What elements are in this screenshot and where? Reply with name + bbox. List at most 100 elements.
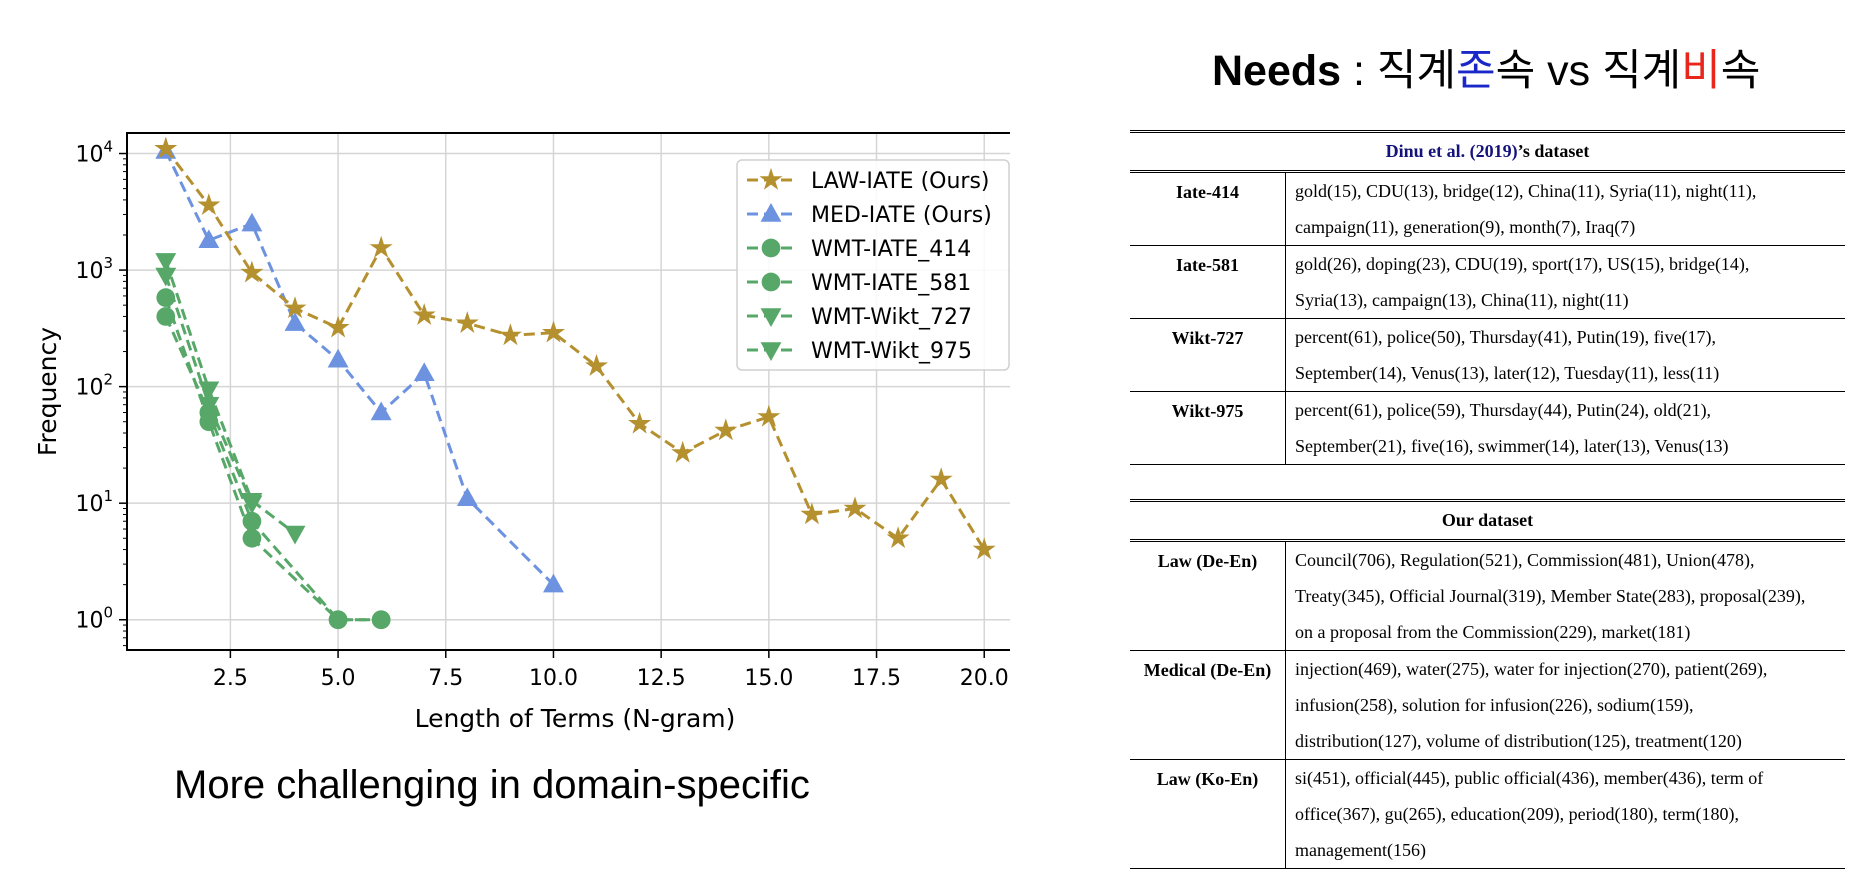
data-point — [413, 362, 435, 382]
legend-marker — [761, 272, 781, 292]
legend-entry: WMT-Wikt_727 — [747, 305, 972, 330]
x-tick-label: 12.5 — [637, 666, 686, 691]
table-row: Medical (De-En) injection(469), water(275… — [1130, 650, 1845, 760]
legend-label: MED-IATE (Ours) — [811, 203, 992, 228]
row-label: Law (De-En) — [1130, 540, 1286, 651]
data-point — [326, 315, 350, 338]
axis-ticks: 2.5 5.0 7.5 10.0 12.5 15.0 17.5 20.0 100 101 102 10… — [75, 138, 1008, 691]
data-point — [328, 610, 348, 630]
x-tick-label: 10.0 — [529, 666, 578, 691]
term-line: management(156) — [1295, 840, 1426, 860]
series-WMT-IATE_581 — [156, 307, 391, 630]
term-line: campaign(11), generation(9), month(7), I… — [1295, 217, 1636, 237]
data-point — [154, 136, 178, 159]
data-point — [155, 267, 177, 287]
term-line: Syria(13), campaign(13), China(11), nigh… — [1295, 290, 1629, 310]
datasets-tables: Dinu et al. (2019)’s dataset Iate-414 gol… — [1130, 130, 1845, 869]
row-label: Wikt-975 — [1130, 391, 1286, 465]
series-layer — [154, 136, 996, 630]
row-terms: gold(26), doping(23), CDU(19), sport(17)… — [1285, 245, 1845, 319]
legend-label: LAW-IATE (Ours) — [811, 169, 990, 194]
data-point — [283, 296, 307, 319]
y-tick-label: 104 — [75, 138, 113, 168]
data-point — [542, 320, 565, 343]
legend-label: WMT-Wikt_727 — [811, 305, 972, 330]
data-point — [456, 487, 478, 507]
data-point — [241, 493, 263, 512]
legend-label: WMT-IATE_581 — [811, 271, 971, 296]
term-line: injection(469), water(275), water for in… — [1295, 659, 1768, 679]
data-point — [498, 323, 522, 346]
data-point — [198, 381, 220, 401]
data-point — [972, 537, 996, 560]
table-row: Iate-581 gold(26), doping(23), CDU(19), s… — [1130, 245, 1845, 319]
needs-heading: Needs : 직계존속 vs 직계비속 — [1212, 36, 1760, 98]
caption-text: More challenging in domain-specific — [174, 763, 810, 807]
x-tick-label: 5.0 — [321, 666, 356, 691]
term-line: gold(26), doping(23), CDU(19), sport(17)… — [1295, 254, 1750, 274]
legend-entry: MED-IATE (Ours) — [747, 203, 992, 228]
series-WMT-Wikt_727 — [155, 253, 306, 545]
table-row: Law (De-En) Council(706), Regulation(521)… — [1130, 540, 1845, 651]
row-label: Medical (De-En) — [1130, 650, 1286, 760]
table-row: Wikt-727 percent(61), police(50), Thursda… — [1130, 318, 1845, 392]
y-tick-label: 103 — [75, 254, 113, 284]
data-point — [843, 496, 867, 519]
x-tick-label: 2.5 — [213, 666, 248, 691]
data-point — [240, 260, 264, 283]
data-point — [199, 412, 219, 432]
row-terms: Council(706), Regulation(521), Commissio… — [1285, 540, 1845, 651]
x-tick-label: 7.5 — [428, 666, 463, 691]
row-label: Iate-414 — [1130, 171, 1286, 246]
row-terms: gold(15), CDU(13), bridge(12), China(11)… — [1285, 171, 1845, 246]
legend-box — [736, 159, 1010, 371]
legend-entry: WMT-IATE_581 — [747, 271, 971, 296]
legend-entry: WMT-Wikt_975 — [747, 339, 972, 364]
data-point — [284, 312, 306, 331]
series-line — [164, 260, 296, 535]
data-point — [327, 348, 349, 368]
table2-header: Our dataset — [1130, 500, 1845, 542]
series-line — [164, 150, 555, 586]
y-tick-label: 101 — [75, 487, 113, 517]
x-tick-label: 20.0 — [960, 666, 1009, 691]
series-line — [164, 147, 986, 551]
data-point — [242, 511, 262, 531]
data-point — [412, 303, 436, 325]
term-line: percent(61), police(59), Thursday(44), P… — [1295, 400, 1712, 420]
legend-marker — [760, 308, 782, 327]
data-point — [543, 573, 564, 593]
needs-p3: 속 vs 직계 — [1495, 47, 1682, 95]
data-point — [197, 193, 221, 215]
data-point — [370, 401, 392, 421]
data-point — [628, 411, 652, 434]
legend-marker — [760, 203, 782, 222]
term-line: gold(15), CDU(13), bridge(12), China(11)… — [1295, 181, 1757, 201]
legend-marker — [761, 238, 781, 258]
row-terms: percent(61), police(50), Thursday(41), P… — [1285, 318, 1845, 392]
series-line — [164, 297, 382, 622]
term-line: September(14), Venus(13), later(12), Tue… — [1295, 363, 1720, 383]
term-line: infusion(258), solution for infusion(226… — [1295, 695, 1694, 715]
table-row: Iate-414 gold(15), CDU(13), bridge(12), C… — [1130, 171, 1845, 246]
data-point — [155, 253, 177, 272]
data-point — [585, 354, 608, 376]
chart-legend: LAW-IATE (Ours) MED-IATE (Ours) WMT-IATE_4… — [736, 159, 1010, 371]
legend-label: WMT-Wikt_975 — [811, 339, 972, 364]
row-label: Wikt-727 — [1130, 318, 1286, 392]
data-point — [156, 288, 176, 308]
data-point — [929, 467, 953, 490]
needs-sep: : — [1341, 47, 1377, 95]
legend-entry: LAW-IATE (Ours) — [747, 167, 990, 194]
series-MED-IATE (Ours) — [155, 140, 564, 593]
legend-label: WMT-IATE_414 — [811, 237, 971, 262]
data-point — [757, 404, 781, 427]
data-point — [371, 610, 391, 630]
row-terms: si(451), official(445), public official(… — [1285, 759, 1845, 869]
data-point — [198, 229, 220, 249]
our-dataset-table: Our dataset Law (De-En) Council(706), Reg… — [1130, 499, 1845, 869]
row-label: Law (Ko-En) — [1130, 759, 1286, 869]
x-tick-label: 17.5 — [852, 666, 901, 691]
row-label: Iate-581 — [1130, 245, 1286, 319]
x-axis-label: Length of Terms (N-gram) — [415, 704, 736, 733]
